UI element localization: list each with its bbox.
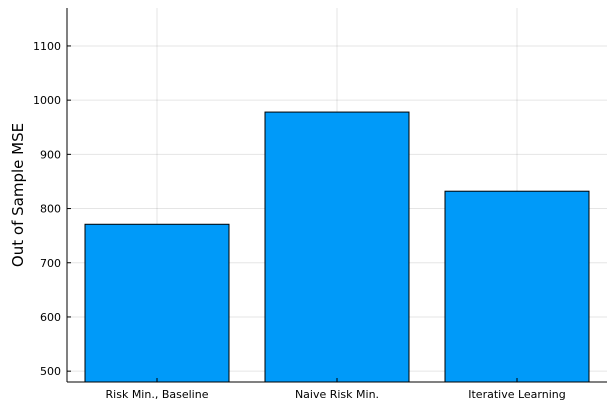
bar-risk-min-baseline <box>85 224 229 382</box>
y-tick-label: 700 <box>40 257 61 270</box>
x-tick-label: Naive Risk Min. <box>295 388 379 400</box>
bars <box>85 112 589 382</box>
y-tick-label: 800 <box>40 203 61 216</box>
bar-naive-risk-min <box>265 112 409 382</box>
y-tick-label: 900 <box>40 148 61 161</box>
y-tick-label: 600 <box>40 311 61 324</box>
x-tick-label: Iterative Learning <box>468 388 566 400</box>
y-axis-label: Out of Sample MSE <box>9 123 27 267</box>
bar-iterative-learning <box>445 191 589 382</box>
y-tick-label: 1000 <box>33 94 61 107</box>
x-tick-label: Risk Min., Baseline <box>106 388 209 400</box>
x-tick-labels: Risk Min., Baseline Naive Risk Min. Iterat… <box>106 388 566 400</box>
y-tick-labels: 500 600 700 800 900 1000 1100 <box>33 40 61 378</box>
y-tick-label: 1100 <box>33 40 61 53</box>
y-tick-label: 500 <box>40 365 61 378</box>
